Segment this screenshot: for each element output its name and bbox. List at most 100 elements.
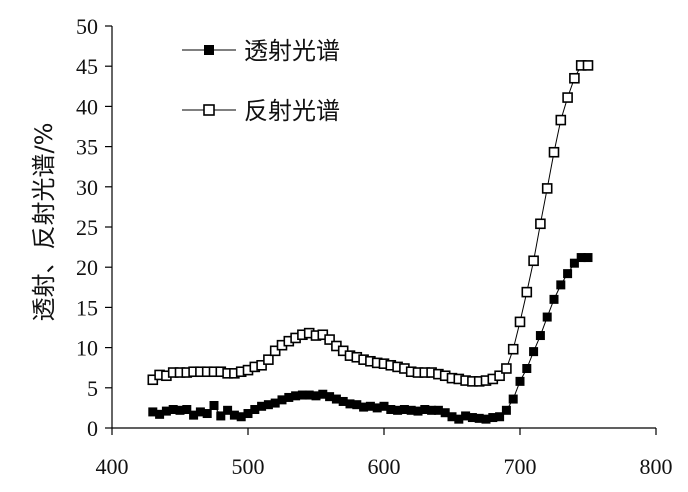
- data-point: [236, 412, 246, 422]
- data-point: [393, 405, 403, 415]
- data-point: [495, 412, 505, 422]
- data-point: [161, 406, 171, 416]
- data-point: [481, 414, 491, 424]
- data-point: [148, 407, 158, 417]
- series-line: [152, 257, 588, 420]
- data-point: [413, 406, 423, 416]
- data-point: [514, 316, 526, 328]
- data-point: [447, 412, 457, 422]
- data-point: [243, 409, 253, 419]
- axes: 0 5 10 15 20 25 30 35 40 45 50 400 500 600 700 800: [76, 14, 673, 479]
- data-point: [338, 396, 348, 406]
- data-point: [420, 405, 430, 415]
- data-point: [155, 409, 165, 419]
- data-point: [555, 114, 567, 126]
- data-point: [583, 253, 593, 263]
- data-point: [474, 413, 484, 423]
- y-tick-label: 15: [76, 295, 98, 320]
- data-point: [569, 258, 579, 268]
- data-point: [569, 72, 580, 84]
- data-point: [229, 410, 239, 420]
- data-point: [324, 334, 335, 345]
- y-tick-label: 25: [76, 215, 98, 240]
- data-point: [528, 255, 539, 267]
- data-point: [291, 391, 301, 401]
- data-point: [582, 60, 594, 71]
- data-point: [277, 395, 287, 405]
- data-point: [345, 399, 355, 409]
- data-point: [501, 363, 512, 374]
- data-point: [325, 392, 335, 402]
- y-tick-label: 35: [76, 135, 98, 160]
- data-point: [406, 405, 416, 415]
- data-point: [563, 269, 573, 279]
- legend-label: 反射光谱: [244, 97, 340, 125]
- legend-label: 透射光谱: [244, 37, 340, 65]
- data-point: [535, 218, 546, 230]
- data-point: [508, 394, 518, 404]
- y-tick-label: 30: [76, 175, 98, 200]
- data-point: [529, 347, 539, 357]
- y-tick-label: 40: [76, 94, 98, 119]
- data-point: [549, 294, 559, 304]
- data-point: [576, 253, 586, 263]
- data-point: [304, 390, 314, 400]
- x-tick-label: 700: [504, 454, 537, 479]
- data-point: [182, 405, 192, 415]
- series-1: [148, 253, 593, 424]
- y-tick-label: 0: [87, 416, 98, 441]
- data-point: [522, 364, 532, 374]
- data-point: [372, 403, 382, 413]
- data-point: [461, 411, 471, 421]
- data-point: [318, 389, 328, 399]
- data-point: [427, 405, 437, 415]
- data-point: [535, 331, 545, 341]
- data-point: [515, 376, 525, 386]
- data-point: [189, 410, 199, 420]
- data-point: [488, 413, 498, 423]
- data-point: [311, 391, 321, 401]
- y-tick-label: 5: [87, 376, 98, 401]
- data-point: [331, 394, 341, 404]
- data-point: [399, 405, 409, 415]
- data-point: [556, 280, 566, 290]
- y-tick-label: 20: [76, 255, 98, 280]
- data-point: [270, 398, 280, 408]
- data-point: [250, 405, 260, 415]
- data-point: [501, 405, 511, 415]
- data-point: [433, 405, 443, 415]
- data-point: [202, 409, 212, 419]
- data-point: [548, 146, 560, 158]
- data-point: [175, 405, 185, 415]
- data-point: [168, 405, 178, 415]
- data-point: [256, 359, 267, 371]
- data-point: [467, 413, 477, 423]
- data-point: [541, 183, 553, 194]
- y-tick-label: 50: [76, 14, 98, 39]
- data-point: [542, 312, 552, 322]
- data-point: [209, 400, 219, 410]
- series-2: [147, 60, 594, 387]
- data-point: [562, 92, 573, 103]
- data-point: [297, 390, 307, 400]
- data-point: [195, 407, 205, 417]
- x-tick-label: 800: [640, 454, 673, 479]
- data-point: [216, 411, 226, 421]
- data-point: [257, 401, 267, 411]
- data-point: [359, 402, 369, 412]
- x-tick-label: 500: [232, 454, 265, 479]
- data-point: [263, 354, 274, 365]
- data-point: [269, 345, 281, 357]
- data-point: [352, 400, 362, 410]
- x-tick-label: 400: [96, 454, 129, 479]
- legend-marker: [203, 104, 215, 116]
- x-tick-label: 600: [368, 454, 401, 479]
- data-point: [284, 392, 294, 402]
- legend-marker: [204, 45, 214, 55]
- data-point: [379, 401, 389, 411]
- data-point: [507, 343, 519, 355]
- series-line: [152, 64, 588, 382]
